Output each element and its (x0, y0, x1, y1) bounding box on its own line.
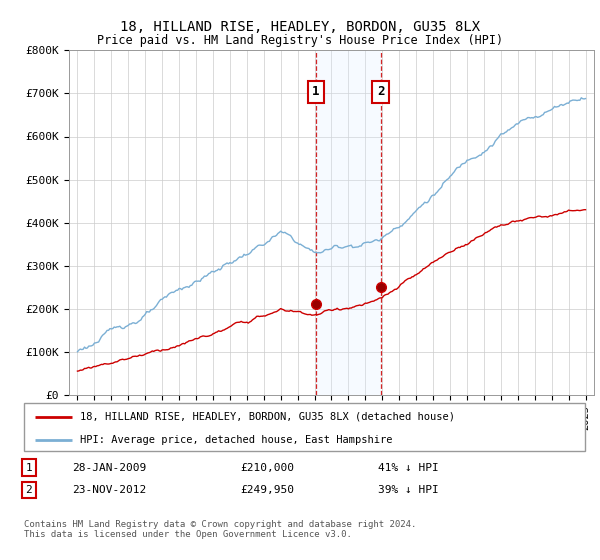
Text: 18, HILLAND RISE, HEADLEY, BORDON, GU35 8LX (detached house): 18, HILLAND RISE, HEADLEY, BORDON, GU35 … (80, 412, 455, 422)
Text: 28-JAN-2009: 28-JAN-2009 (72, 463, 146, 473)
Text: £210,000: £210,000 (240, 463, 294, 473)
Text: 2: 2 (377, 85, 385, 98)
Text: 39% ↓ HPI: 39% ↓ HPI (378, 485, 439, 495)
Text: 41% ↓ HPI: 41% ↓ HPI (378, 463, 439, 473)
Text: Price paid vs. HM Land Registry's House Price Index (HPI): Price paid vs. HM Land Registry's House … (97, 34, 503, 46)
Text: 1: 1 (25, 463, 32, 473)
Text: £249,950: £249,950 (240, 485, 294, 495)
Text: HPI: Average price, detached house, East Hampshire: HPI: Average price, detached house, East… (80, 435, 392, 445)
FancyBboxPatch shape (24, 403, 585, 451)
Text: Contains HM Land Registry data © Crown copyright and database right 2024.
This d: Contains HM Land Registry data © Crown c… (24, 520, 416, 539)
Bar (316, 50, 380, 395)
Text: 1: 1 (312, 85, 319, 98)
Text: 23-NOV-2012: 23-NOV-2012 (72, 485, 146, 495)
Text: 18, HILLAND RISE, HEADLEY, BORDON, GU35 8LX: 18, HILLAND RISE, HEADLEY, BORDON, GU35 … (120, 20, 480, 34)
Text: 2: 2 (25, 485, 32, 495)
